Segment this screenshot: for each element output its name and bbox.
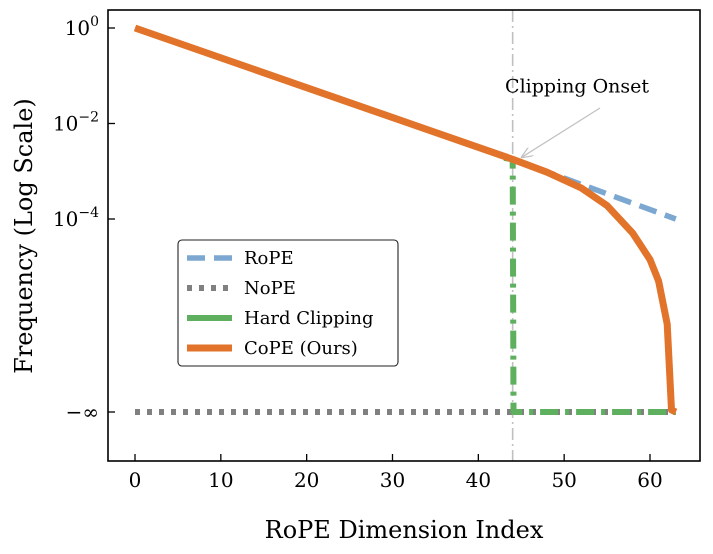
x-tick-label: 20 — [294, 468, 319, 492]
y-tick-label: −∞ — [66, 400, 99, 424]
legend-label: RoPE — [244, 248, 294, 269]
annotation-arrow — [522, 107, 601, 157]
y-tick-label: 100 — [65, 14, 99, 40]
x-tick-label: 0 — [129, 468, 142, 492]
x-tick-label: 40 — [466, 468, 491, 492]
y-axis-title: Frequency (Log Scale) — [10, 98, 38, 374]
y-tick-label: 10−4 — [53, 205, 99, 231]
x-tick-label: 50 — [551, 468, 576, 492]
x-axis-title: RoPE Dimension Index — [265, 516, 544, 544]
plot-area: Clipping Onset — [133, 10, 678, 461]
x-tick-label: 30 — [380, 468, 405, 492]
y-tick-label: 10−2 — [53, 110, 99, 136]
annotation-text: Clipping Onset — [505, 75, 649, 97]
legend-label: CoPE (Ours) — [244, 338, 358, 359]
x-tick-label: 10 — [208, 468, 233, 492]
legend-label: Hard Clipping — [244, 308, 373, 329]
plot-frame — [107, 9, 701, 462]
series-line-cope-ours — [133, 24, 678, 416]
legend-label: NoPE — [244, 278, 296, 299]
legend-box — [177, 239, 399, 367]
axis-ticks: 0 10 20 30 40 50 60 100 10−2 10−4 −∞ — [53, 14, 663, 492]
legend: RoPE NoPE Hard Clipping CoPE (Ours) — [177, 239, 399, 367]
x-tick-label: 60 — [637, 468, 662, 492]
